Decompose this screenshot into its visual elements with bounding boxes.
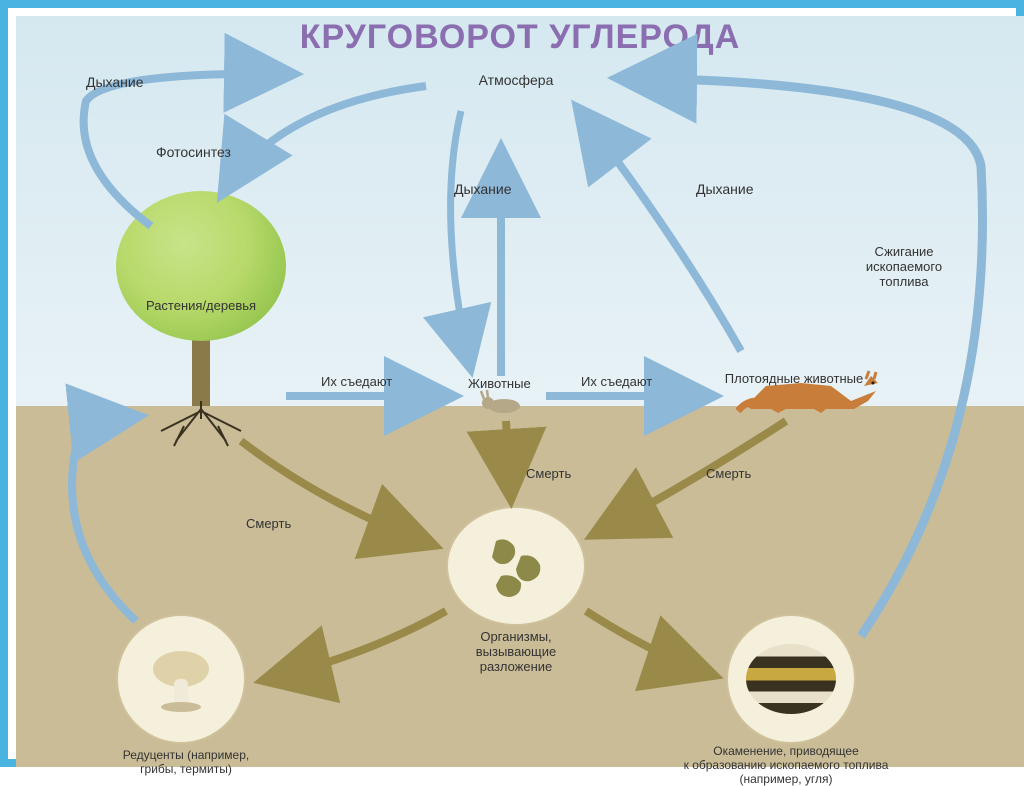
- diagram-canvas: КРУГОВОРОТ УГЛЕРОДА: [16, 16, 1024, 767]
- outer-frame: КРУГОВОРОТ УГЛЕРОДА: [0, 0, 1024, 767]
- label-eaten1: Их съедают: [321, 374, 392, 389]
- label-carnivores: Плотоядные животные: [704, 371, 884, 386]
- diagram-title: КРУГОВОРОТ УГЛЕРОДА: [16, 18, 1024, 57]
- label-eaten2: Их съедают: [581, 374, 652, 389]
- label-fossilization: Окаменение, приводящее к образованию иск…: [621, 744, 951, 786]
- label-plants: Растения/деревья: [136, 298, 266, 313]
- label-death-left: Смерть: [246, 516, 291, 531]
- label-burning: Сжигание ископаемого топлива: [844, 244, 964, 289]
- fox-icon: [736, 361, 886, 421]
- decomposers-circle: [446, 506, 586, 626]
- reducers-circle: [116, 614, 246, 744]
- label-reducers: Редуценты (например, грибы, термиты): [86, 748, 286, 776]
- label-decomposers: Организмы, вызывающие разложение: [436, 629, 596, 674]
- tree-crown: [116, 191, 286, 341]
- label-atmosphere: Атмосфера: [436, 72, 596, 88]
- rabbit-icon: [476, 389, 526, 419]
- fossil-bands: [746, 644, 836, 714]
- label-respiration-mid: Дыхание: [454, 181, 512, 197]
- label-death-right: Смерть: [706, 466, 751, 481]
- label-animals: Животные: [468, 376, 531, 391]
- fossil-circle: [726, 614, 856, 744]
- label-respiration-tl: Дыхание: [86, 74, 144, 90]
- label-respiration-right: Дыхание: [696, 181, 754, 197]
- label-photosynthesis: Фотосинтез: [156, 144, 231, 160]
- label-death-mid: Смерть: [526, 466, 571, 481]
- tree-roots: [156, 401, 256, 456]
